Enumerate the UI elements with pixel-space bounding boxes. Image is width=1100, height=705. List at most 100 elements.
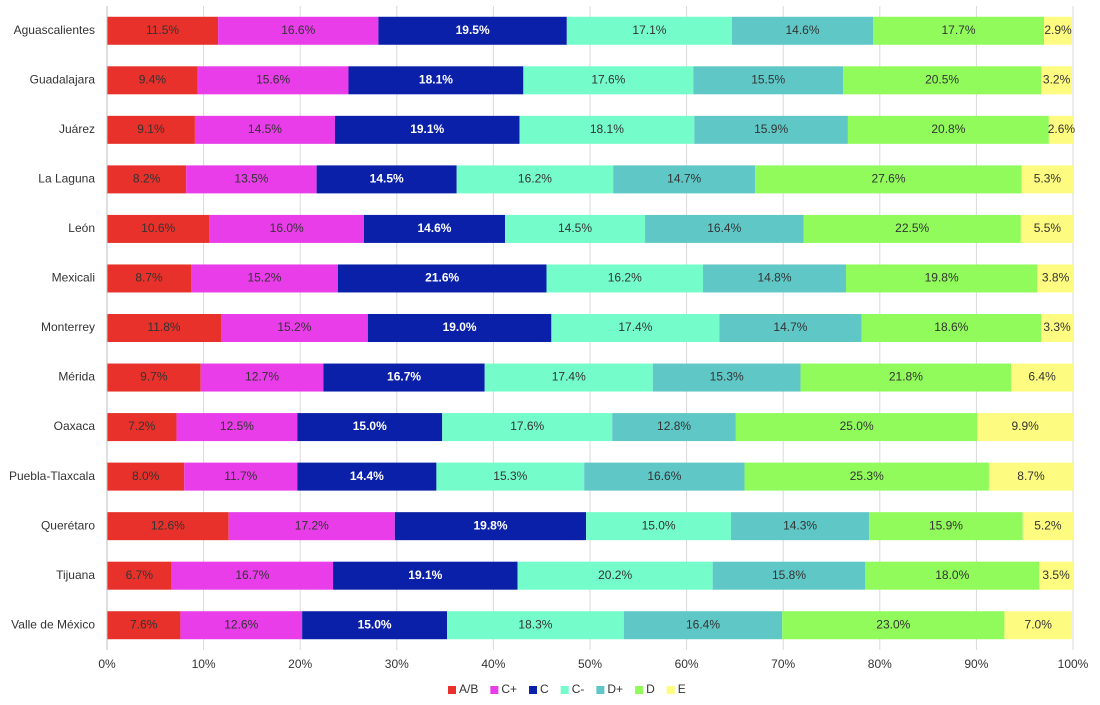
- legend-swatch: [448, 686, 456, 694]
- bar-segment: [703, 264, 846, 293]
- data-label: 8.7%: [135, 271, 163, 285]
- bar-segment: [107, 611, 181, 640]
- y-tick-label: Oaxaca: [54, 419, 96, 433]
- bar-segment: [186, 165, 317, 194]
- data-label: 15.9%: [929, 518, 963, 532]
- bar-segment: [334, 115, 520, 144]
- data-label: 14.5%: [558, 221, 592, 235]
- legend-label: C-: [572, 682, 585, 696]
- bar-segment: [732, 16, 874, 45]
- bar-segment: [645, 214, 804, 243]
- data-label: 15.3%: [710, 370, 744, 384]
- x-tick-label: 0%: [98, 657, 116, 671]
- data-label: 17.6%: [591, 72, 625, 86]
- data-label: 10.6%: [141, 221, 175, 235]
- legend-label: A/B: [459, 682, 478, 696]
- y-tick-label: Querétaro: [41, 518, 95, 532]
- data-label: 12.5%: [220, 419, 254, 433]
- bar-segment: [977, 413, 1073, 442]
- bar-segment: [107, 264, 192, 293]
- data-label: 19.1%: [408, 568, 442, 582]
- bar-segment: [652, 363, 801, 392]
- data-label: 19.1%: [410, 122, 444, 136]
- bar-segment: [719, 314, 862, 342]
- bar-segment: [337, 264, 547, 293]
- data-label: 15.0%: [642, 518, 676, 532]
- bar-segment: [316, 165, 457, 194]
- data-label: 19.5%: [456, 23, 490, 37]
- data-label: 3.2%: [1043, 72, 1071, 86]
- data-label: 17.1%: [632, 23, 666, 37]
- legend-swatch: [490, 686, 499, 694]
- data-label: 15.5%: [751, 72, 785, 86]
- bar-segment: [755, 165, 1022, 194]
- data-label: 14.8%: [757, 271, 791, 285]
- data-label: 12.7%: [245, 370, 279, 384]
- bar-segment: [218, 16, 379, 45]
- data-label: 9.9%: [1012, 419, 1040, 433]
- data-label: 18.1%: [419, 72, 453, 86]
- data-label: 20.8%: [931, 122, 965, 136]
- bar-segment: [107, 214, 210, 243]
- bar-segment: [191, 264, 338, 293]
- x-tick-label: 60%: [675, 657, 699, 671]
- bar-segment: [1044, 16, 1073, 45]
- data-label: 14.5%: [248, 122, 282, 136]
- data-label: 21.6%: [425, 271, 459, 285]
- y-tick-label: Monterrey: [41, 320, 95, 334]
- x-tick-label: 40%: [481, 657, 505, 671]
- data-label: 13.5%: [234, 172, 268, 186]
- bar-segment: [551, 314, 720, 342]
- data-label: 16.6%: [281, 23, 315, 37]
- bar-segment: [180, 611, 303, 640]
- data-label: 11.8%: [147, 320, 180, 334]
- bar-segment: [873, 16, 1045, 45]
- bar-segment: [107, 314, 221, 342]
- data-label: 22.5%: [895, 221, 929, 235]
- y-tick-label: Valle de México: [11, 617, 95, 631]
- bar-segment: [228, 512, 395, 541]
- bar-segment: [107, 512, 229, 541]
- bar-segment: [1021, 165, 1073, 194]
- bar-segment: [176, 413, 298, 442]
- data-label: 2.9%: [1044, 23, 1072, 37]
- bar-segment: [1048, 115, 1074, 144]
- bar-segment: [378, 16, 567, 45]
- bar-segment: [194, 115, 335, 144]
- data-label: 15.2%: [277, 320, 311, 334]
- bar-segment: [613, 165, 756, 194]
- data-label: 14.4%: [350, 469, 384, 483]
- legend-swatch: [666, 686, 675, 694]
- bar-segment: [171, 561, 334, 590]
- data-label: 16.2%: [608, 271, 642, 285]
- bar-segment: [297, 462, 437, 491]
- data-label: 6.7%: [126, 568, 154, 582]
- data-label: 15.9%: [754, 122, 788, 136]
- bar-segment: [333, 561, 518, 590]
- bar-segment: [107, 66, 198, 95]
- data-label: 18.3%: [518, 617, 552, 631]
- bar-segment: [519, 115, 695, 144]
- data-label: 16.7%: [235, 568, 269, 582]
- x-tick-label: 10%: [192, 657, 216, 671]
- x-tick-label: 100%: [1058, 657, 1089, 671]
- bar-segment: [200, 363, 324, 392]
- bar-segment: [107, 561, 172, 590]
- data-label: 16.7%: [387, 370, 421, 384]
- data-label: 8.2%: [133, 172, 161, 186]
- bar-segment: [1022, 512, 1073, 541]
- bar-segment: [803, 214, 1021, 243]
- bar-segment: [442, 413, 613, 442]
- y-tick-label: Aguascalientes: [14, 23, 95, 37]
- bar-segment: [869, 512, 1023, 541]
- data-label: 9.7%: [140, 370, 168, 384]
- data-label: 15.6%: [256, 72, 290, 86]
- data-label: 25.3%: [850, 469, 884, 483]
- data-label: 12.6%: [224, 617, 258, 631]
- bar-segment: [1011, 363, 1073, 392]
- legend-swatch: [635, 686, 644, 694]
- x-tick-label: 30%: [385, 657, 409, 671]
- legend-swatch: [529, 686, 538, 694]
- bar-segment: [586, 512, 732, 541]
